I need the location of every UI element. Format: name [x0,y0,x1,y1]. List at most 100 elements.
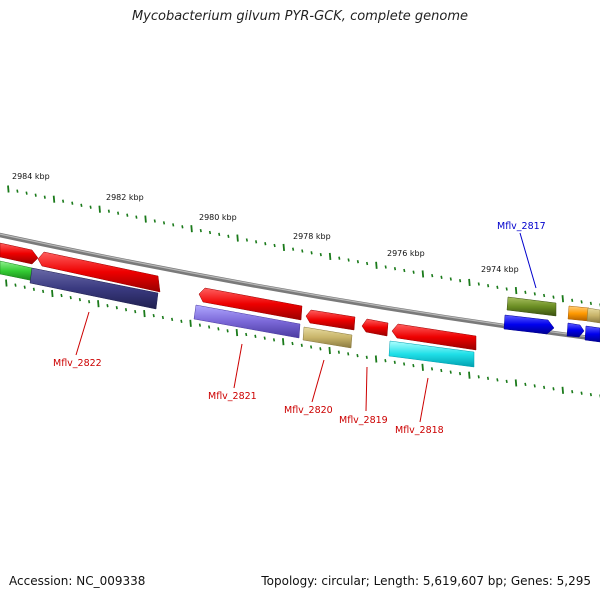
gene-arrow-navy[interactable] [29,267,159,310]
inner-scale-tick [69,295,72,300]
gene-labels: Mflv_2822 Mflv_2821 Mflv_2820 Mflv_2819 … [53,221,546,436]
inner-scale-tick [5,279,8,287]
outer-scale-tick [135,215,138,219]
inner-scale-tick [23,285,26,289]
gene-arrow-cyan[interactable] [388,340,475,368]
inner-scale-tick [217,327,220,331]
gene-label-mflv-2822[interactable]: Mflv_2822 [53,358,102,369]
scale-label-2976: 2976 kbp [387,249,425,258]
outer-scale-tick [431,273,434,278]
inner-scale-tick [589,392,592,397]
gene-label-mflv-2821[interactable]: Mflv_2821 [208,391,257,402]
outer-scale-tick [310,251,313,255]
inner-scale-tick [88,300,91,304]
outer-scale-tick [403,268,406,273]
outer-scale-tick [162,221,166,225]
gene-arrow-khaki-right[interactable] [586,307,600,324]
inner-scale-tick [458,371,462,376]
callout-line-mflv-2822 [75,311,90,356]
inner-scale-tick [524,382,527,387]
gene-arrow-mflv-2821[interactable] [198,287,303,321]
gene-arrow-mflv-2818[interactable] [391,323,477,351]
callout-line-mflv-2819 [365,366,368,412]
outer-scale-tick [7,185,10,193]
inner-scale-tick [124,308,128,312]
inner-scale-tick [14,283,17,287]
outer-scale-tick [571,298,574,302]
outer-scale-tick [199,228,202,233]
inner-scale-tick [143,310,146,318]
inner-scale-tick [235,329,239,337]
inner-scale-tick [208,325,211,329]
inner-scale-tick [134,309,137,314]
outer-scale-tick [218,232,221,237]
gene-arrow-mflv-2819[interactable] [361,318,389,337]
gene-arrow-blue-right-1[interactable] [566,322,585,338]
outer-scale-tick [589,301,592,306]
gene-label-mflv-2819[interactable]: Mflv_2819 [339,415,388,426]
scale-labels: 2984 kbp 2982 kbp 2980 kbp 2978 kbp 2976… [12,172,519,274]
outer-scale-tick [144,215,147,223]
inner-scale-tick [78,297,81,302]
outer-scale-tick [236,234,239,242]
gene-arrow-orange[interactable] [567,305,590,322]
outer-scale-tick [80,203,83,207]
gene-arrow-khaki[interactable] [302,326,353,349]
inner-scale-tick [571,390,574,394]
outer-scale-tick [580,300,583,304]
outer-scale-tick [524,290,527,294]
inner-scale-tick [272,338,276,342]
outer-scale-tick [301,249,304,253]
inner-scale-tick [403,362,406,366]
scale-label-2984: 2984 kbp [12,172,50,181]
inner-scale-tick [291,341,294,346]
outer-scale-tick [338,256,341,260]
gene-arrow-mflv-2820[interactable] [305,309,356,331]
outer-scale-tick [227,234,230,238]
topology-text: Topology: circular; Length: 5,619,607 bp… [261,574,591,588]
gene-arrow-left-edge[interactable] [0,242,39,265]
outer-scale-tick [375,261,378,269]
inner-scale-tick [115,306,118,310]
outer-scale-tick [449,277,452,281]
inner-scale-tick [245,332,248,337]
inner-scale-tick [393,360,396,364]
gene-arrow-purple[interactable] [193,304,301,339]
outer-scale-tick [282,243,285,251]
gene-arrow-mflv-2817[interactable] [506,296,557,317]
gene-arrow-blue-right-2[interactable] [584,325,600,343]
callout-line-mflv-2821 [233,343,243,389]
outer-scale-tick [273,243,276,248]
outer-scale-tick [255,240,258,244]
gene-label-mflv-2818[interactable]: Mflv_2818 [395,425,444,436]
accession-text: Accession: NC_009338 [9,574,146,588]
inner-scale-tick [384,359,387,363]
outer-scale-tick [328,252,332,260]
gene-arrow-blue[interactable] [503,314,555,335]
outer-scale-tick [208,230,212,235]
outer-scale-tick [347,258,350,262]
outer-scale-tick [384,265,387,269]
scale-label-2978: 2978 kbp [293,232,331,241]
inner-scale-tick [356,353,359,358]
inner-scale-tick [106,304,109,308]
inner-scale-tick [171,317,174,322]
gene-label-mflv-2820[interactable]: Mflv_2820 [284,405,333,416]
inner-scale-tick [152,313,155,318]
gene-arrow-green[interactable] [0,260,35,282]
outer-scale-tick [514,287,518,295]
outer-scale-tick [477,282,480,286]
inner-scale-tick [337,350,340,354]
inner-scale-tick [412,363,415,368]
inner-scale-tick [533,384,536,388]
gene-label-mflv-2817[interactable]: Mflv_2817 [497,221,546,232]
outer-scale-tick [561,295,564,303]
scale-label-2982: 2982 kbp [106,193,144,202]
outer-scale-tick [98,205,101,213]
gene-arrow-mflv-2822[interactable] [37,251,161,293]
scale-label-2974: 2974 kbp [481,265,519,274]
outer-scale-tick [43,195,46,199]
inner-scale-tick [440,368,443,373]
outer-scale-tick [245,238,248,242]
inner-scale-tick [42,289,45,294]
